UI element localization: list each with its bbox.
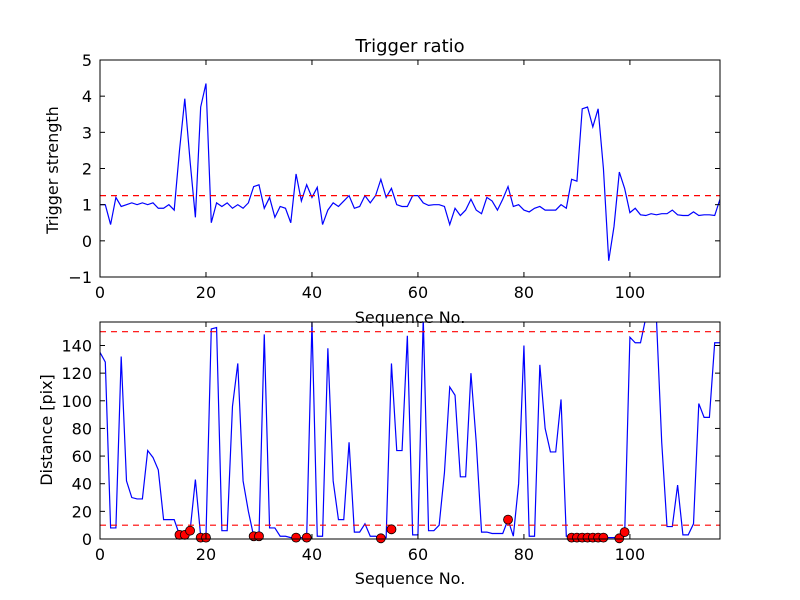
marker-points [174, 514, 630, 544]
y-axis-label: Distance [pix] [37, 374, 56, 486]
y-tick-label: 0 [82, 530, 92, 549]
x-tick-label: 20 [196, 545, 216, 564]
marker-point [503, 514, 513, 525]
y-tick-label: 120 [61, 364, 92, 383]
y-tick-label: 4 [82, 87, 92, 106]
y-tick-label: 1 [82, 196, 92, 215]
plot-frame [99, 321, 721, 540]
y-tick-label: 2 [82, 160, 92, 179]
y-tick-label: 0 [82, 232, 92, 251]
distance-series [100, 322, 720, 539]
x-tick-label: 60 [408, 545, 428, 564]
x-tick-label: 60 [408, 283, 428, 302]
marker-point [291, 532, 301, 543]
x-tick-label: 40 [302, 545, 322, 564]
marker-point [375, 533, 386, 544]
marker-point [619, 527, 630, 537]
y-tick-label: 20 [72, 502, 92, 521]
marker-point [185, 525, 195, 536]
x-tick-label: 80 [514, 545, 534, 564]
y-tick-label: 5 [82, 51, 92, 70]
x-tick-label: 20 [196, 283, 216, 302]
y-tick-label: 3 [82, 123, 92, 142]
x-tick-label: 100 [615, 283, 646, 302]
threshold-lines-group [100, 331, 720, 526]
y-tick-label: 60 [72, 447, 92, 466]
x-axis-label: Sequence No. [355, 569, 466, 588]
y-tick-label: 140 [61, 336, 92, 355]
marker-point [301, 532, 312, 543]
distance-panel: 0 20 40 60 80 100 0 20 40 60 80 100 120 140 Sequence… [37, 321, 721, 588]
marker-point [386, 524, 397, 535]
x-axis-ticks: 0 20 40 60 80 100 [95, 60, 645, 302]
x-axis-label: Sequence No. [355, 308, 466, 327]
x-tick-label: 100 [615, 545, 646, 564]
y-axis-ticks: 0 20 40 60 80 100 120 140 [61, 336, 720, 549]
trigger-strength-series [100, 83, 720, 261]
marker-point [598, 532, 609, 543]
y-tick-label: 100 [61, 392, 92, 411]
x-tick-label: 80 [514, 283, 534, 302]
x-tick-label: 40 [302, 283, 322, 302]
series-line [100, 83, 720, 261]
marker-point [614, 533, 625, 544]
plot-frame [99, 59, 721, 278]
y-axis-ticks: −1 0 1 2 3 4 5 [68, 51, 720, 287]
y-axis-label: Trigger strength [43, 106, 62, 235]
y-tick-label: 40 [72, 475, 92, 494]
x-axis-ticks: 0 20 40 60 80 100 [95, 322, 645, 564]
x-tick-label: 0 [95, 283, 105, 302]
x-tick-label: 0 [95, 545, 105, 564]
series-line [100, 322, 720, 539]
y-tick-label: −1 [68, 268, 92, 287]
y-tick-label: 80 [72, 419, 92, 438]
chart-title: Trigger ratio [354, 36, 464, 57]
marker-point [254, 531, 264, 542]
